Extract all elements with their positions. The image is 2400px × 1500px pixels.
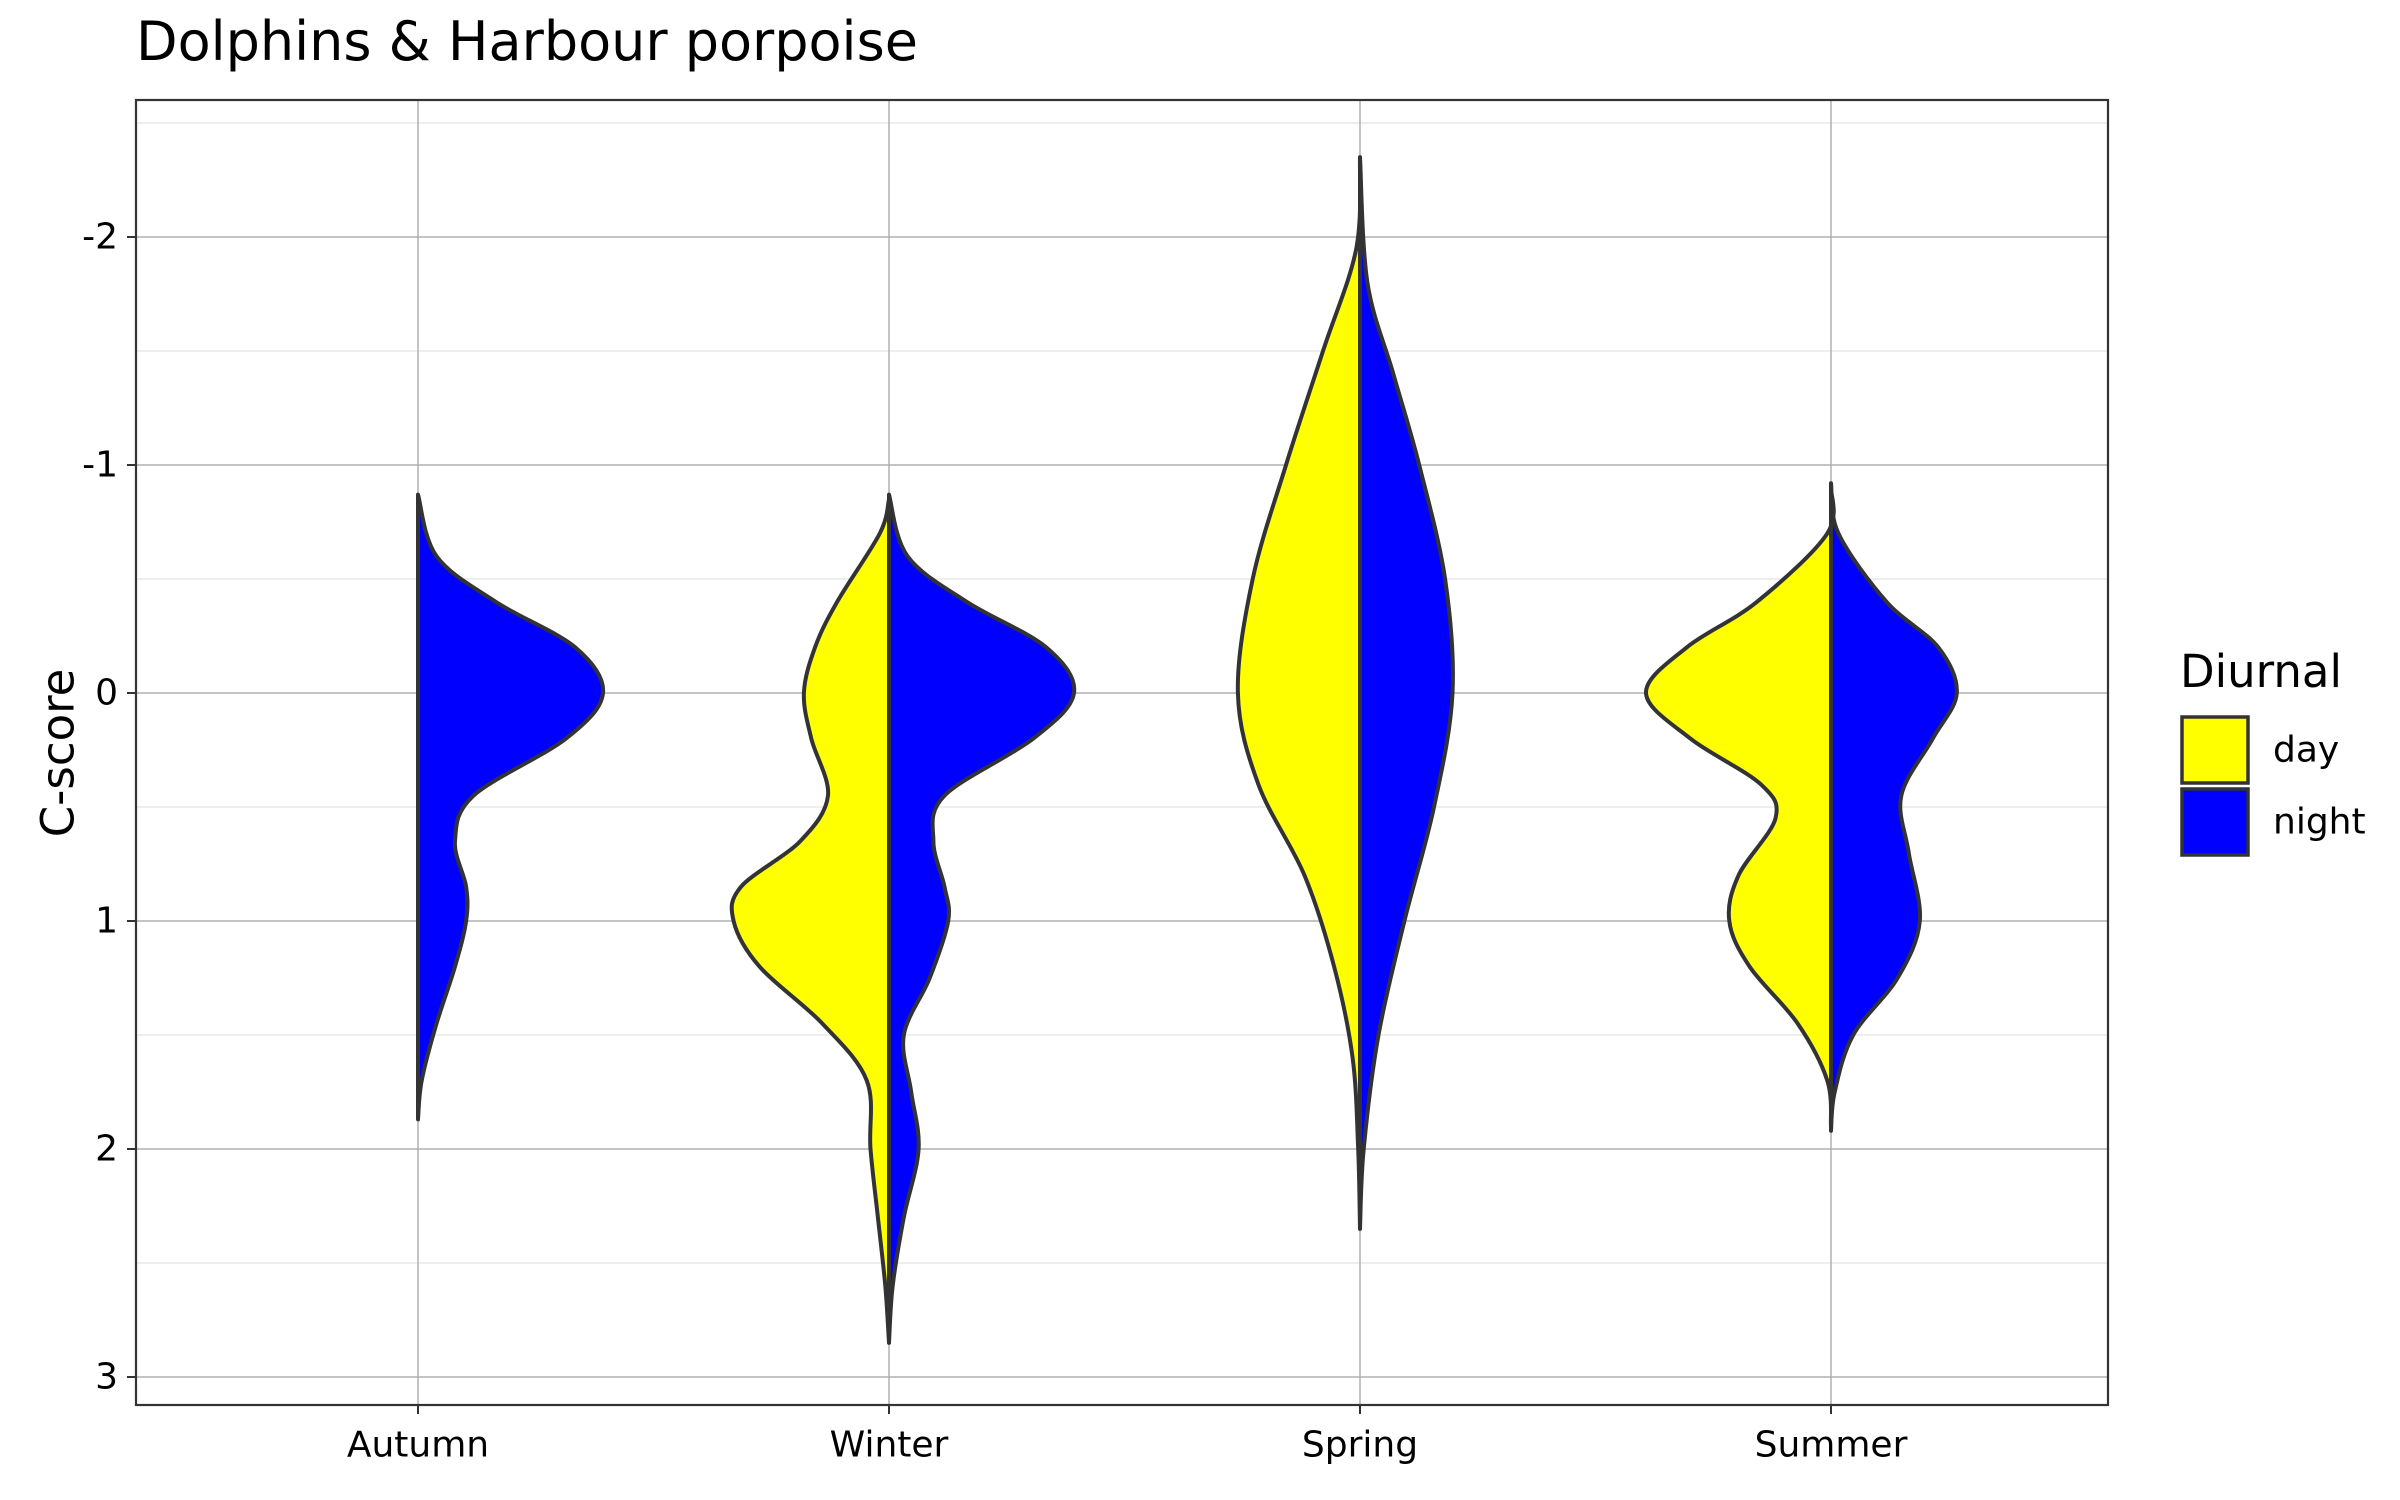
violins [416, 155, 1959, 1345]
violin-night-autumn [416, 492, 606, 1122]
violin-day-winter [729, 497, 891, 1345]
y-tick-label: 2 [95, 1129, 118, 1170]
x-tick-label: Spring [1302, 1425, 1418, 1466]
x-tick-label: Summer [1755, 1425, 1908, 1466]
plot-border [134, 98, 2110, 1407]
y-axis: -2 -1 0 1 2 3 [82, 217, 136, 1398]
y-tick-label: -2 [82, 217, 118, 258]
violin-day-summer [1643, 485, 1836, 1129]
violin-day-spring [1235, 155, 1363, 1231]
violin-night-winter [887, 492, 1077, 1345]
y-tick-label: 3 [95, 1357, 118, 1398]
legend-key-day [2180, 715, 2250, 785]
y-tick-label: 1 [95, 901, 118, 942]
legend-label-night: night [2273, 802, 2366, 843]
y-axis-title: C-score [32, 669, 85, 838]
legend: Diurnal day night [2180, 645, 2366, 857]
x-tick-label: Winter [830, 1425, 949, 1466]
x-axis: Autumn Winter Spring Summer [347, 1405, 1908, 1466]
legend-label-day: day [2273, 730, 2339, 771]
chart-title: Dolphins & Harbour porpoise [136, 10, 918, 73]
legend-title: Diurnal [2180, 645, 2342, 698]
y-tick-label: 0 [95, 673, 118, 714]
x-tick-label: Autumn [347, 1425, 489, 1466]
y-tick-label: -1 [82, 445, 118, 486]
violin-night-summer [1829, 481, 1959, 1133]
legend-key-night [2180, 787, 2250, 857]
violin-night-spring [1358, 155, 1455, 1231]
